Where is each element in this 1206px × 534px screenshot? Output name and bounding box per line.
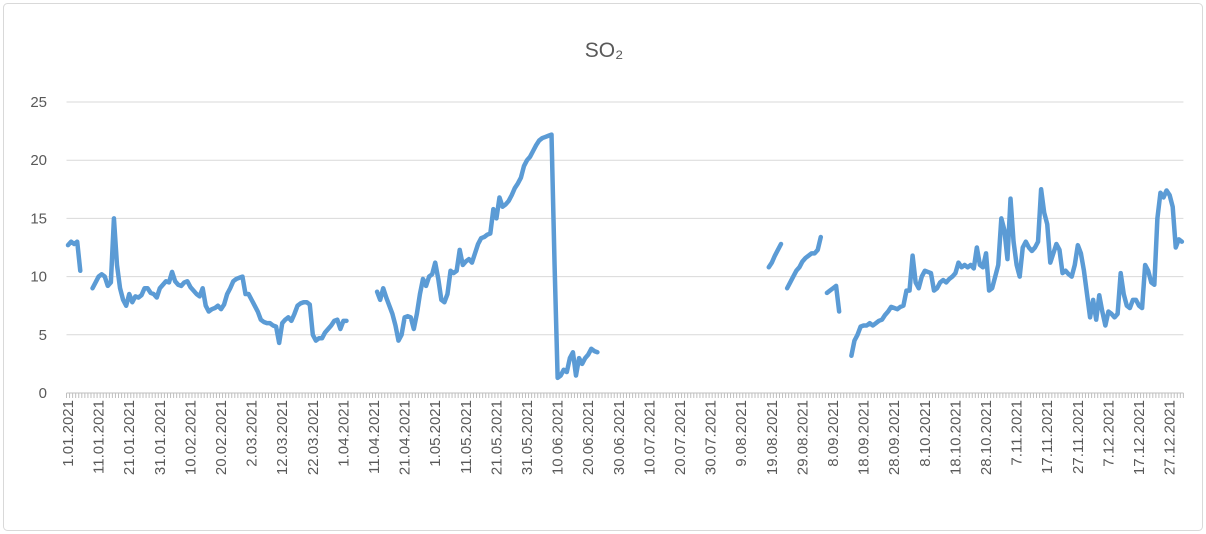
data-line — [65, 132, 1185, 381]
y-tick-label: 15 — [30, 210, 47, 227]
x-tick-label: 28.09.2021 — [886, 400, 903, 475]
x-tick-label: 29.08.2021 — [794, 400, 811, 475]
y-tick-label: 5 — [39, 327, 47, 344]
x-tick-label: 11.04.2021 — [366, 400, 383, 474]
x-tick-label: 8.10.2021 — [917, 400, 934, 467]
x-tick-label: 10.06.2021 — [550, 400, 567, 475]
y-tick-label: 10 — [30, 269, 47, 286]
x-tick-label: 18.10.2021 — [947, 400, 964, 475]
x-tick-label: 1.04.2021 — [335, 400, 352, 467]
x-tick-label: 10.02.2021 — [182, 400, 199, 475]
x-tick-label: 10.07.2021 — [641, 400, 658, 475]
y-tick-label: 25 — [30, 94, 47, 111]
x-tick-label: 9.08.2021 — [733, 400, 750, 467]
x-tick-label: 21.01.2021 — [121, 400, 138, 475]
chart-title: SO₂ — [585, 39, 624, 62]
x-tick-label: 20.07.2021 — [672, 400, 689, 475]
x-tick-label: 21.05.2021 — [488, 400, 505, 475]
x-tick-label: 18.09.2021 — [856, 400, 873, 475]
x-tick-label: 31.05.2021 — [519, 400, 536, 475]
x-tick-label: 7.11.2021 — [1009, 400, 1026, 466]
x-tick-label: 30.06.2021 — [611, 400, 628, 475]
y-tick-label: 20 — [30, 152, 47, 169]
x-tick-label: 20.06.2021 — [580, 400, 597, 475]
x-tick-label: 17.11.2021 — [1039, 400, 1056, 474]
x-tick-label: 11.01.2021 — [91, 400, 108, 474]
x-tick-label: 27.11.2021 — [1070, 400, 1087, 474]
x-tick-label: 31.01.2021 — [152, 400, 169, 475]
x-tick-label: 21.04.2021 — [397, 400, 414, 475]
x-tick-label: 22.03.2021 — [305, 400, 322, 475]
x-tick-label: 12.03.2021 — [274, 400, 291, 475]
x-tick-label: 2.03.2021 — [244, 400, 261, 467]
x-tick-label: 11.05.2021 — [458, 400, 475, 474]
x-tick-label: 17.12.2021 — [1131, 400, 1148, 475]
x-tick-label: 28.10.2021 — [978, 400, 995, 475]
y-tick-label: 0 — [39, 385, 47, 402]
x-tick-label: 27.12.2021 — [1162, 400, 1179, 475]
chart-frame — [3, 3, 1203, 531]
x-tick-label: 8.09.2021 — [825, 400, 842, 467]
x-tick-label: 30.07.2021 — [703, 400, 720, 475]
x-tick-label: 1.01.2021 — [60, 400, 77, 467]
x-tick-label: 19.08.2021 — [764, 400, 781, 475]
x-ticks — [66, 393, 1184, 398]
x-tick-label: 1.05.2021 — [427, 400, 444, 467]
x-tick-label: 20.02.2021 — [213, 400, 230, 475]
x-tick-label: 7.12.2021 — [1100, 400, 1117, 467]
